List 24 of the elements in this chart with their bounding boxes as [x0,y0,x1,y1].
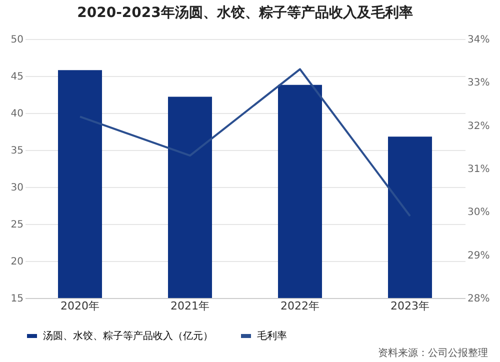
x-tick-label: 2020年 [60,300,100,312]
x-tick-label: 2023年 [390,300,430,312]
y2-tick-label: 32% [468,120,490,132]
x-tick-label: 2021年 [170,300,210,312]
x-tick-label: 2022年 [280,300,320,312]
legend-label: 毛利率 [257,330,287,342]
y2-tick-label: 29% [468,250,490,262]
y-tick-label: 20 [10,256,24,268]
y-tick-label: 50 [10,34,24,46]
y-tick-label: 15 [10,294,24,304]
y2-tick-label: 28% [468,294,490,304]
y2-tick-label: 34% [468,34,490,46]
y2-tick-label: 31% [468,164,490,175]
y-tick-label: 25 [10,220,24,230]
y-tick-label: 30 [10,182,24,194]
y-tick-label: 35 [10,146,24,156]
y2-tick-label: 30% [468,207,490,218]
y-tick-label: 40 [10,108,24,120]
legend-label: 汤圆、水饺、粽子等产品收入（亿元） [43,330,213,342]
text: 资料来源：公司公报整理 [377,346,489,360]
y2-tick-label: 33% [468,78,490,89]
line-series [79,68,411,217]
chart-title: 2020-2023年汤圆、水饺、粽子等产品收入及毛利率 [77,4,413,21]
y-tick-label: 45 [10,72,24,82]
